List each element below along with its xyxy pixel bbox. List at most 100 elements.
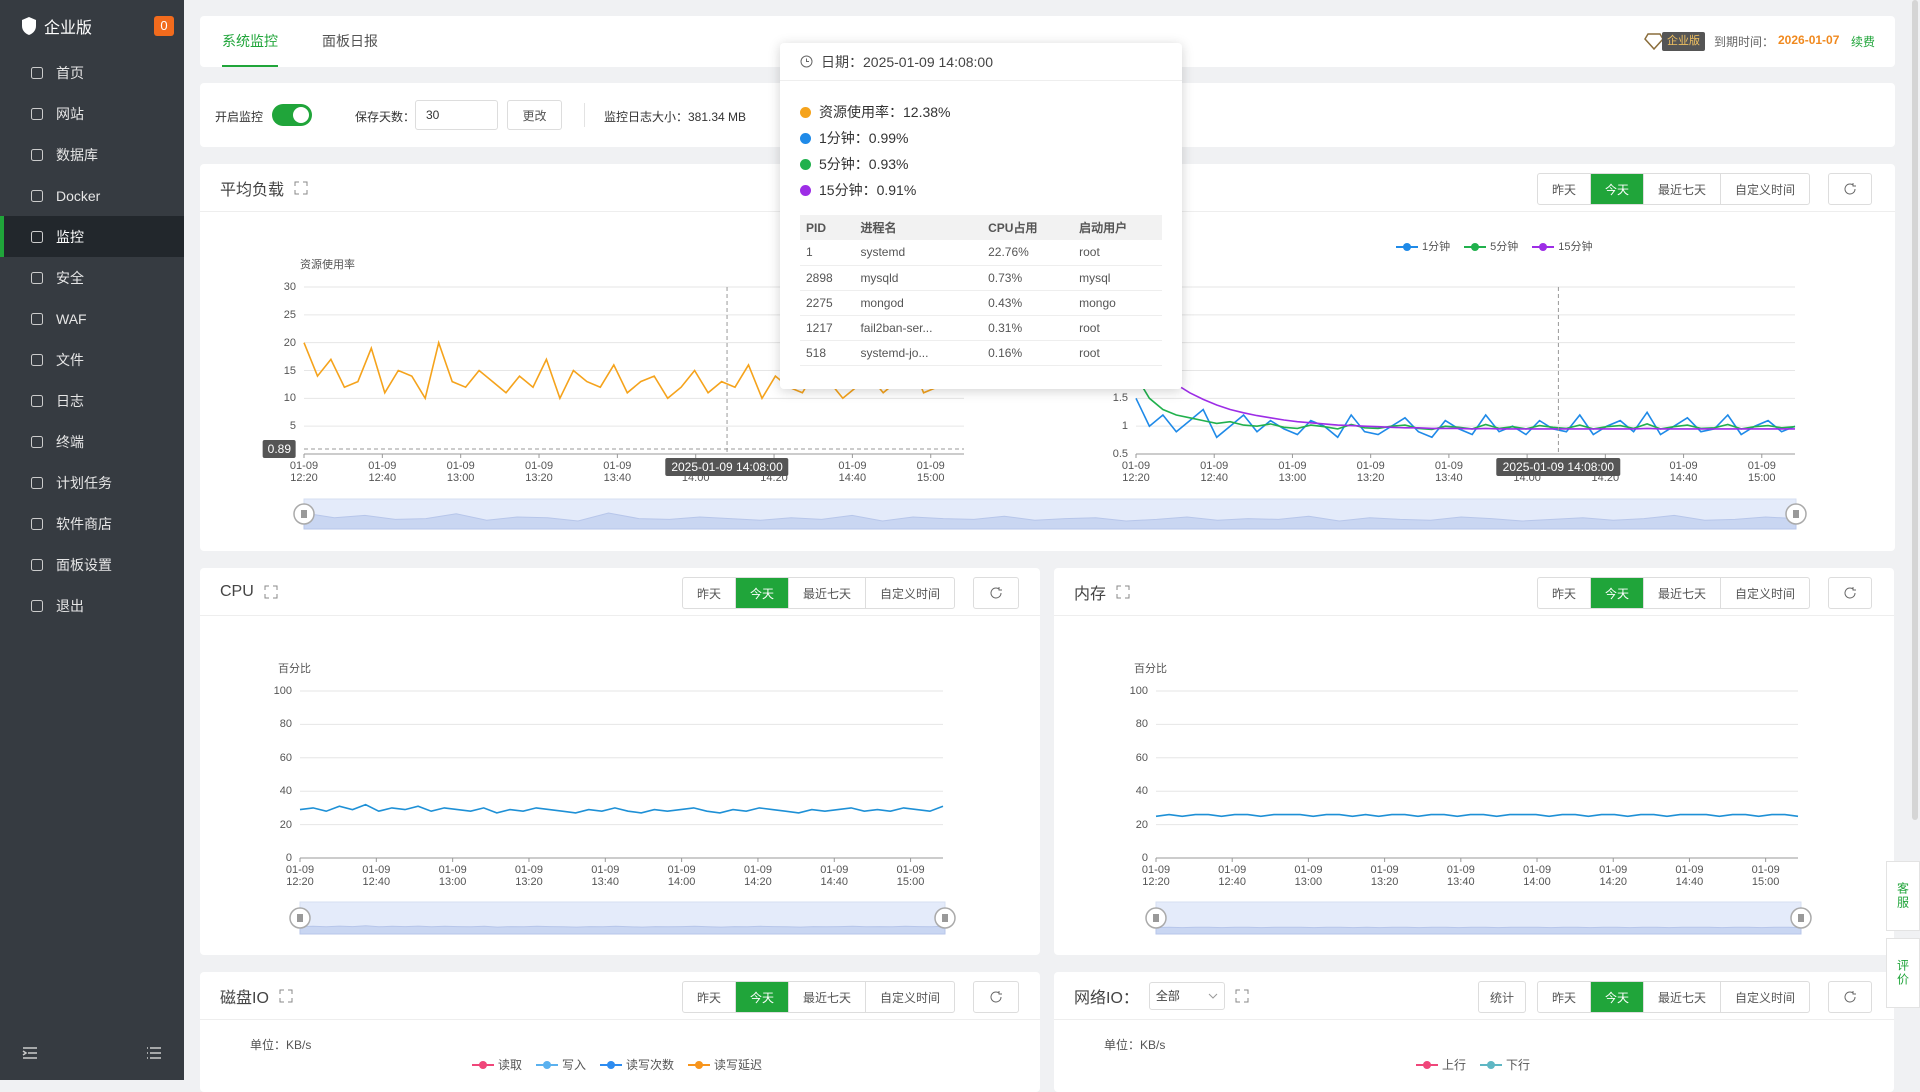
scrollbar[interactable] <box>1912 0 1918 820</box>
time-button[interactable]: 昨天 <box>683 982 737 1012</box>
time-button[interactable]: 今天 <box>736 578 790 608</box>
enable-toggle[interactable] <box>272 104 312 126</box>
collapse-icon[interactable] <box>22 1046 38 1060</box>
refresh-button[interactable] <box>1828 981 1872 1013</box>
expand-icon[interactable] <box>279 989 293 1003</box>
refresh-button[interactable] <box>1828 577 1872 609</box>
legend-item: 写入 <box>536 1056 586 1073</box>
icon-shape <box>31 230 43 243</box>
time-button[interactable]: 昨天 <box>683 578 737 608</box>
tooltip-date: 日期：2025-01-09 14:08:00 <box>821 53 993 70</box>
time-button[interactable]: 自定义时间 <box>880 990 941 1005</box>
legend-item: 读写延迟 <box>688 1056 762 1073</box>
legend-marker <box>1416 1060 1438 1069</box>
icon-shape <box>31 148 43 161</box>
tooltip-item: 5分钟：0.93% <box>800 151 1162 177</box>
expand-icon[interactable] <box>1116 585 1130 599</box>
refresh-button[interactable] <box>973 577 1019 609</box>
color-dot <box>800 158 811 170</box>
time-button[interactable]: 今天 <box>1591 174 1645 204</box>
refresh-button[interactable] <box>1828 173 1872 205</box>
keep-days-input[interactable]: 30 <box>415 100 498 130</box>
time-button[interactable]: 最近七天 <box>789 578 867 608</box>
menu-item[interactable]: 软件商店 <box>0 503 184 544</box>
time-button[interactable]: 昨天 <box>1538 174 1592 204</box>
tab[interactable]: 面板日报 <box>322 33 378 49</box>
brand[interactable]: 企业版 <box>0 0 184 52</box>
badge[interactable]: 0 <box>154 16 174 36</box>
time-button[interactable]: 昨天 <box>1538 578 1592 608</box>
tooltip-item: 15分钟：0.91% <box>800 177 1162 203</box>
review-button[interactable]: 评价 <box>1886 938 1920 1008</box>
menu-item[interactable]: 监控 <box>0 216 184 257</box>
refresh-button[interactable] <box>973 981 1019 1013</box>
table-body: 1 systemd 22.76% root 2898 mysqld 0.73% mysql 22… <box>800 240 1162 366</box>
enable-label: 开启监控 <box>215 110 264 124</box>
menu-item[interactable]: 退出 <box>0 585 184 626</box>
expand-icon[interactable] <box>1235 989 1249 1003</box>
menu-item[interactable]: 数据库 <box>0 134 184 175</box>
menu-item[interactable]: 安全 <box>0 257 184 298</box>
legend-marker <box>472 1060 494 1069</box>
time-button[interactable]: 最近七天 <box>1644 174 1722 204</box>
menu-item[interactable]: 终端 <box>0 421 184 462</box>
column-header: PID <box>800 215 855 240</box>
stats-button[interactable]: 统计 <box>1478 981 1526 1013</box>
time-button[interactable]: 自定义时间 <box>880 586 941 601</box>
time-button[interactable]: 自定义时间 <box>1735 586 1796 601</box>
menu-icon <box>31 271 43 284</box>
legend-label: 写入 <box>562 1058 587 1072</box>
menu-item[interactable]: 网站 <box>0 93 184 134</box>
tooltip-item: 资源使用率：12.38% <box>800 99 1162 125</box>
tooltip: 日期：2025-01-09 14:08:00 资源使用率：12.38% 1分钟：0… <box>780 43 1182 389</box>
icon-shape <box>31 312 43 325</box>
menu-label: WAF <box>56 310 87 327</box>
filter-select[interactable]: 全部 <box>1148 981 1225 1010</box>
icon-shape <box>31 558 43 571</box>
legend-dot <box>479 1060 487 1069</box>
time-button[interactable]: 最近七天 <box>789 982 867 1012</box>
time-button[interactable]: 今天 <box>736 982 790 1012</box>
time-button[interactable]: 自定义时间 <box>1735 182 1796 197</box>
tab[interactable]: 系统监控 <box>222 16 278 67</box>
expand-icon[interactable] <box>294 181 308 195</box>
menu-item[interactable]: WAF <box>0 298 184 339</box>
expire-label: 到期时间： <box>1714 35 1775 49</box>
legend-marker <box>1480 1060 1503 1069</box>
expand-icon[interactable] <box>264 585 278 599</box>
change-button[interactable]: 更改 <box>507 100 562 130</box>
panel-header: CPU <box>200 568 1040 616</box>
panel-title: 磁盘IO <box>220 989 269 1007</box>
menu-item[interactable]: Docker <box>0 175 184 216</box>
table-cell: root <box>1073 340 1162 366</box>
tooltip-text: 1分钟：0.99% <box>819 130 909 146</box>
list-icon[interactable] <box>146 1046 162 1060</box>
menu-label: 退出 <box>56 597 84 614</box>
time-button[interactable]: 今天 <box>1591 578 1645 608</box>
time-button[interactable]: 最近七天 <box>1644 982 1722 1012</box>
legend-dot <box>543 1060 552 1069</box>
time-button[interactable]: 今天 <box>1591 982 1645 1012</box>
legend: 读取 写入 读写次数 读写延迟 <box>472 1056 762 1073</box>
menu-icon <box>31 189 43 202</box>
time-button[interactable]: 最近七天 <box>1644 578 1722 608</box>
log-size: 监控日志大小：381.34 MB <box>604 110 747 124</box>
keep-days-label: 保存天数： <box>355 110 416 124</box>
menu-item[interactable]: 计划任务 <box>0 462 184 503</box>
menu-item[interactable]: 面板设置 <box>0 544 184 585</box>
renew-link[interactable]: 续费 <box>1851 35 1876 49</box>
time-button[interactable]: 自定义时间 <box>1735 990 1796 1005</box>
menu-item[interactable]: 日志 <box>0 380 184 421</box>
legend-label: 上行 <box>1442 1058 1467 1072</box>
menu-icon <box>31 353 43 366</box>
time-button[interactable]: 昨天 <box>1538 982 1592 1012</box>
menu-icon <box>31 599 43 612</box>
table-cell: fail2ban-ser... <box>854 315 983 341</box>
menu-label: 日志 <box>56 392 84 409</box>
menu-icon <box>31 148 43 161</box>
icon-shape <box>31 189 43 202</box>
menu-item[interactable]: 首页 <box>0 52 184 93</box>
service-button[interactable]: 客服 <box>1886 861 1920 931</box>
menu-item[interactable]: 文件 <box>0 339 184 380</box>
